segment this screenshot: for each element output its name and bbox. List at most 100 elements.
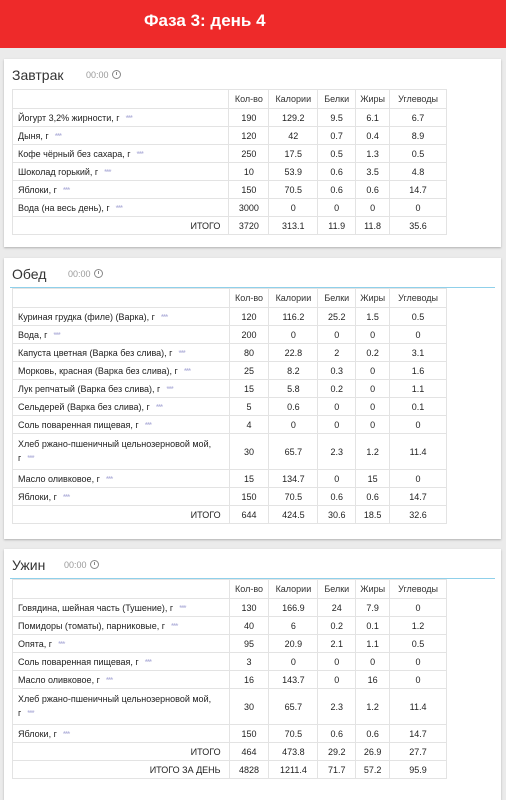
qty-cell: 15 <box>228 469 270 488</box>
food-name-cell[interactable]: Вода (на весь день), г *** <box>11 198 230 217</box>
more-options-icon[interactable]: *** <box>53 330 60 340</box>
food-name-cell[interactable]: Яблоки, г *** <box>12 724 230 743</box>
food-name-cell[interactable]: Опята, г *** <box>12 634 230 653</box>
table-row[interactable]: Помидоры (томаты), парниковые, г *** 40 6 0.… <box>12 616 447 635</box>
food-name: Капуста цветная (Варка без слива), г <box>18 347 173 358</box>
food-name-cell[interactable]: Морковь, красная (Варка без слива), г *** <box>12 361 230 380</box>
more-options-icon[interactable]: *** <box>171 621 178 631</box>
food-name-cell[interactable]: Вода, г *** <box>12 325 230 344</box>
food-name-cell[interactable]: Лук репчатый (Варка без слива), г *** <box>12 379 230 398</box>
food-name-cell[interactable]: Шоколад горький, г *** <box>11 162 230 181</box>
more-options-icon[interactable]: *** <box>160 312 168 322</box>
more-options-icon[interactable]: *** <box>27 709 34 718</box>
food-name-cell[interactable]: Дыня, г *** <box>11 126 230 145</box>
food-name: Куриная грудка (филе) (Варка), г <box>18 311 155 322</box>
fat-header: Жиры <box>355 89 391 109</box>
meal-time-value: 00:00 <box>68 269 91 279</box>
more-options-icon[interactable]: *** <box>54 131 62 141</box>
more-options-icon[interactable]: *** <box>58 639 65 649</box>
more-options-icon[interactable]: *** <box>125 113 133 123</box>
meal-card-lunch: Обед 00:00 Кол-во Калории Белки Жиры Углевод… <box>4 258 501 539</box>
qty-cell: 120 <box>228 307 270 326</box>
protein-cell: 9.5 <box>317 108 357 127</box>
table-row[interactable]: Масло оливковое, г *** 16 143.7 0 16 0 <box>12 670 447 689</box>
carbs-cell: 3.1 <box>389 343 447 362</box>
more-options-icon[interactable]: *** <box>105 675 113 685</box>
more-options-icon[interactable]: *** <box>62 492 70 502</box>
food-name-cell[interactable]: Йогурт 3,2% жирности, г *** <box>11 108 230 127</box>
food-name-cell[interactable]: Капуста цветная (Варка без слива), г *** <box>12 343 230 362</box>
food-name-cell[interactable]: Куриная грудка (филе) (Варка), г *** <box>12 307 230 326</box>
table-row[interactable]: Морковь, красная (Варка без слива), г ***… <box>12 361 447 380</box>
fat-cell: 6.1 <box>355 108 391 127</box>
more-options-icon[interactable]: *** <box>183 366 191 376</box>
food-name: Опята, г <box>18 638 53 649</box>
food-name-cell[interactable]: Соль поваренная пищевая, г *** <box>12 415 230 434</box>
table-row[interactable]: Йогурт 3,2% жирности, г *** 190 129.2 9.5 6.1… <box>11 108 447 127</box>
table-row[interactable]: Масло оливковое, г *** 15 134.7 0 15 0 <box>12 469 447 488</box>
table-row[interactable]: Капуста цветная (Варка без слива), г *** 8… <box>12 343 447 362</box>
protein-cell: 0.3 <box>317 361 357 380</box>
protein-cell: 25.2 <box>317 307 357 326</box>
qty-cell: 15 <box>228 379 270 398</box>
food-name-cell[interactable]: Говядина, шейная часть (Тушение), г *** <box>12 598 230 617</box>
food-name-cell[interactable]: Помидоры (томаты), парниковые, г *** <box>12 616 230 635</box>
table-row[interactable]: Кофе чёрный без сахара, г *** 250 17.5 0.5 1.… <box>11 144 447 163</box>
protein-cell: 0.7 <box>317 126 357 145</box>
food-name-cell[interactable]: Кофе чёрный без сахара, г *** <box>11 144 230 163</box>
protein-cell: 0 <box>317 198 357 217</box>
table-row[interactable]: Опята, г *** 95 20.9 2.1 1.1 0.5 <box>12 634 447 653</box>
table-row[interactable]: Дыня, г *** 120 42 0.7 0.4 8.9 <box>11 126 447 145</box>
food-name-cell[interactable]: Хлеб ржано-пшеничный цельнозерновой мой,… <box>12 433 230 470</box>
table-row[interactable]: Хлеб ржано-пшеничный цельнозерновой мой,… <box>12 433 447 470</box>
protein-cell: 0 <box>317 652 357 671</box>
table-row[interactable]: Вода (на весь день), г *** 3000 0 0 0 0 <box>11 198 447 217</box>
food-name-cell[interactable]: Соль поваренная пищевая, г *** <box>12 652 230 671</box>
food-name: Масло оливковое, г <box>18 473 100 484</box>
more-options-icon[interactable]: *** <box>105 474 113 484</box>
more-options-icon[interactable]: *** <box>144 657 152 667</box>
table-row[interactable]: Яблоки, г *** 150 70.5 0.6 0.6 14.7 <box>12 724 447 743</box>
table-row[interactable]: Соль поваренная пищевая, г *** 4 0 0 0 0 <box>12 415 447 434</box>
meal-time[interactable]: 00:00 <box>86 70 121 80</box>
table-row[interactable]: Яблоки, г *** 150 70.5 0.6 0.6 14.7 <box>12 487 447 506</box>
more-options-icon[interactable]: *** <box>179 603 186 613</box>
food-name: Йогурт 3,2% жирности, г <box>18 112 120 123</box>
table-row[interactable]: Вода, г *** 200 0 0 0 0 <box>12 325 447 344</box>
more-options-icon[interactable]: *** <box>136 149 144 159</box>
more-options-icon[interactable]: *** <box>155 402 163 412</box>
food-name-cell[interactable]: Сельдерей (Варка без слива), г *** <box>12 397 230 416</box>
table-row[interactable]: Говядина, шейная часть (Тушение), г *** 13… <box>12 598 447 617</box>
more-options-icon[interactable]: *** <box>62 729 70 739</box>
day-total-row: ИТОГО ЗА ДЕНЬ 4828 1211.4 71.7 57.2 95.9 <box>12 760 447 779</box>
more-options-icon[interactable]: *** <box>104 167 111 177</box>
more-options-icon[interactable]: *** <box>144 420 152 430</box>
food-name-cell[interactable]: Яблоки, г *** <box>12 487 230 506</box>
meal-time[interactable]: 00:00 <box>64 560 99 570</box>
protein-cell: 2.1 <box>317 634 357 653</box>
table-row[interactable]: Лук репчатый (Варка без слива), г *** 15 5.… <box>12 379 447 398</box>
total-row: ИТОГО 464 473.8 29.2 26.9 27.7 <box>12 742 447 761</box>
table-row[interactable]: Куриная грудка (филе) (Варка), г *** 120 11… <box>12 307 447 326</box>
table-row[interactable]: Яблоки, г *** 150 70.5 0.6 0.6 14.7 <box>11 180 447 199</box>
table-row[interactable]: Сельдерей (Варка без слива), г *** 5 0.6 0 0 0… <box>12 397 447 416</box>
food-name-cell[interactable]: Масло оливковое, г *** <box>12 670 230 689</box>
table-row[interactable]: Соль поваренная пищевая, г *** 3 0 0 0 0 <box>12 652 447 671</box>
food-name-cell[interactable]: Масло оливковое, г *** <box>12 469 230 488</box>
meal-time[interactable]: 00:00 <box>68 269 103 279</box>
food-name-cell[interactable]: Хлеб ржано-пшеничный цельнозерновой мой,… <box>12 688 230 725</box>
qty-header: Кол-во <box>228 89 270 109</box>
protein-cell: 0.5 <box>317 144 357 163</box>
fat-cell: 0.6 <box>355 180 391 199</box>
more-options-icon[interactable]: *** <box>178 348 185 358</box>
table-row[interactable]: Хлеб ржано-пшеничный цельнозерновой мой,… <box>12 688 447 725</box>
more-options-icon[interactable]: *** <box>115 203 123 213</box>
more-options-icon[interactable]: *** <box>62 185 70 195</box>
fat-cell: 0.4 <box>355 126 391 145</box>
table-row[interactable]: Шоколад горький, г *** 10 53.9 0.6 3.5 4.8 <box>11 162 447 181</box>
qty-cell: 16 <box>228 670 270 689</box>
more-options-icon[interactable]: *** <box>166 384 173 394</box>
more-options-icon[interactable]: *** <box>27 454 34 463</box>
food-name-cell[interactable]: Яблоки, г *** <box>11 180 230 199</box>
kcal-cell: 0 <box>268 415 319 434</box>
